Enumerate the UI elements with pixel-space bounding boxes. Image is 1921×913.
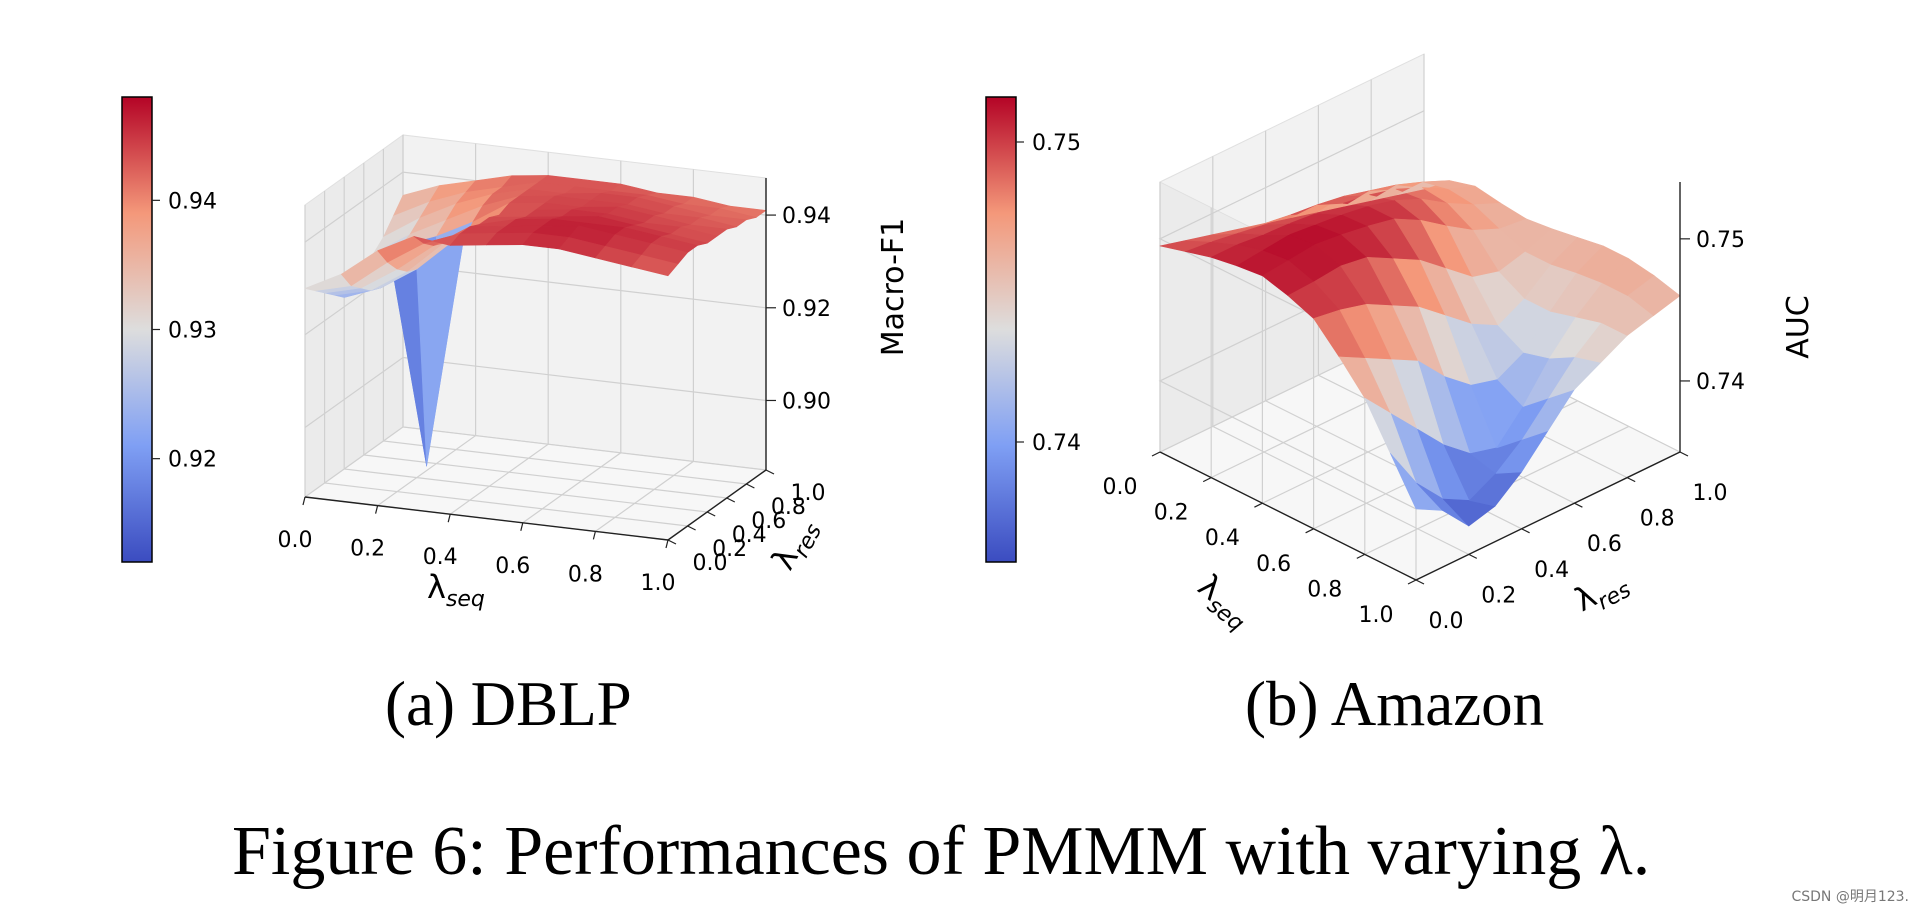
y-tick [1521, 528, 1530, 534]
y-tick [726, 497, 736, 503]
z-tick-label: 0.92 [782, 297, 831, 322]
colorbar-ticks-amazon: 0.74 0.75 [1016, 131, 1081, 456]
x-tick [520, 522, 524, 531]
z-tick-label: 0.90 [782, 389, 831, 414]
y-tick-label: 0.8 [1640, 507, 1675, 532]
colorbar-tick-label: 0.75 [1032, 131, 1081, 156]
x-ticks-amazon: 0.0 0.2 0.4 0.6 0.8 1.0 [1103, 451, 1417, 628]
x-tick-label: 0.6 [495, 554, 530, 579]
x-tick [1356, 553, 1366, 559]
x-tick [1202, 477, 1212, 483]
z-ticks-dblp: 0.90 0.92 0.94 [766, 204, 831, 414]
axis-lines-amazon [1159, 182, 1681, 581]
y-tick-label: 0.8 [771, 495, 806, 520]
y-tick-label: 1.0 [1693, 481, 1728, 506]
y-tick-label: 1.0 [791, 481, 826, 506]
panel-dblp: 0.920.930.94 0.0 0.2 0.4 0.6 0.8 1.0 0.00.20.… [121, 96, 911, 612]
y-tick [706, 511, 716, 517]
y-tick [765, 469, 775, 475]
x-tick [1305, 528, 1314, 534]
y-tick-label: 0.6 [751, 509, 786, 534]
colorbar-dblp [121, 96, 153, 563]
y-ticks-dblp: 0.00.20.40.60.81.0 [667, 469, 826, 576]
x-tick-label: 0.8 [1307, 577, 1342, 602]
z-tick-label: 0.74 [1696, 370, 1745, 395]
z-axis-label-dblp: Macro-F1 [876, 218, 911, 357]
y-tick [1679, 451, 1689, 457]
x-axis-line [304, 496, 669, 541]
y-tick [687, 525, 696, 531]
colorbar-amazon [985, 96, 1017, 563]
y-tick [1415, 579, 1425, 585]
y-tick-label: 0.2 [712, 537, 747, 562]
x-tick [1407, 579, 1417, 585]
panel-caption-dblp: (a) DBLP [385, 669, 632, 739]
x-tick-label: 0.0 [278, 528, 313, 553]
y-tick-label: 0.4 [732, 523, 767, 548]
y-tick-label: 0.6 [1587, 532, 1622, 557]
z-axis-label-amazon: AUC [1781, 295, 1816, 358]
colorbar-tick-label: 0.93 [168, 319, 217, 344]
x-tick [665, 539, 669, 549]
colorbar-tick-label: 0.74 [1032, 431, 1081, 456]
surface-dblp [304, 175, 767, 467]
x-tick-label: 0.2 [350, 537, 385, 562]
x-tick-label: 0.2 [1154, 501, 1189, 526]
x-ticks-dblp: 0.0 0.2 0.4 0.6 0.8 1.0 [278, 496, 676, 596]
y-tick [667, 539, 677, 545]
y-ticks-amazon: 0.0 0.2 0.4 0.6 0.8 1.0 [1415, 451, 1728, 634]
x-tick-label: 0.8 [568, 562, 603, 587]
x-tick [1254, 502, 1263, 508]
colorbar-tick-label: 0.92 [168, 448, 217, 473]
x-tick [592, 531, 596, 540]
x-tick-label: 0.4 [423, 545, 458, 570]
panel-amazon: 0.74 0.75 0.0 0.2 0.4 0.6 0.8 1.0 0.0 0.2 0.4 0.6… [985, 53, 1816, 637]
x-tick [1151, 451, 1161, 457]
y-tick [1626, 477, 1636, 483]
x-tick-label: 1.0 [1359, 603, 1394, 628]
x-tick [447, 514, 451, 523]
y-tick [1468, 553, 1478, 559]
x-axis-line [1159, 451, 1417, 581]
x-tick-label: 0.6 [1256, 552, 1291, 577]
x-tick [302, 496, 306, 506]
y-axis-line [667, 469, 767, 541]
surface-amazon [1159, 180, 1681, 527]
y-tick-label: 0.0 [1429, 609, 1464, 634]
y-tick [746, 483, 755, 489]
axis-lines-dblp [304, 178, 767, 541]
y-tick-label: 0.0 [693, 551, 728, 576]
x-axis-label-dblp: λseq [427, 568, 485, 612]
y-tick-label: 0.4 [1534, 558, 1569, 583]
y-tick-label: 0.2 [1481, 583, 1516, 608]
z-ticks-amazon: 0.74 0.75 [1680, 228, 1745, 395]
y-axis-line [1415, 451, 1681, 581]
surface-facet [631, 254, 679, 277]
x-tick-label: 0.4 [1205, 526, 1240, 551]
x-tick [375, 505, 379, 514]
watermark: CSDN @明月123. [1791, 889, 1909, 905]
x-tick-label: 0.0 [1103, 475, 1138, 500]
z-tick-label: 0.75 [1696, 228, 1745, 253]
y-axis-label-amazon: λres [1568, 561, 1635, 625]
x-axis-label-amazon: λseq [1187, 566, 1260, 636]
z-tick-label: 0.94 [782, 204, 831, 229]
x-tick-label: 1.0 [641, 571, 676, 596]
colorbar-tick-label: 0.94 [168, 189, 217, 214]
y-tick [1574, 502, 1583, 508]
panel-caption-amazon: (b) Amazon [1245, 669, 1545, 739]
gridline-z [304, 356, 767, 428]
figure-caption: Figure 6: Performances of PMMM with vary… [232, 813, 1651, 890]
colorbar-ticks-dblp: 0.92 0.93 0.94 [152, 189, 217, 473]
